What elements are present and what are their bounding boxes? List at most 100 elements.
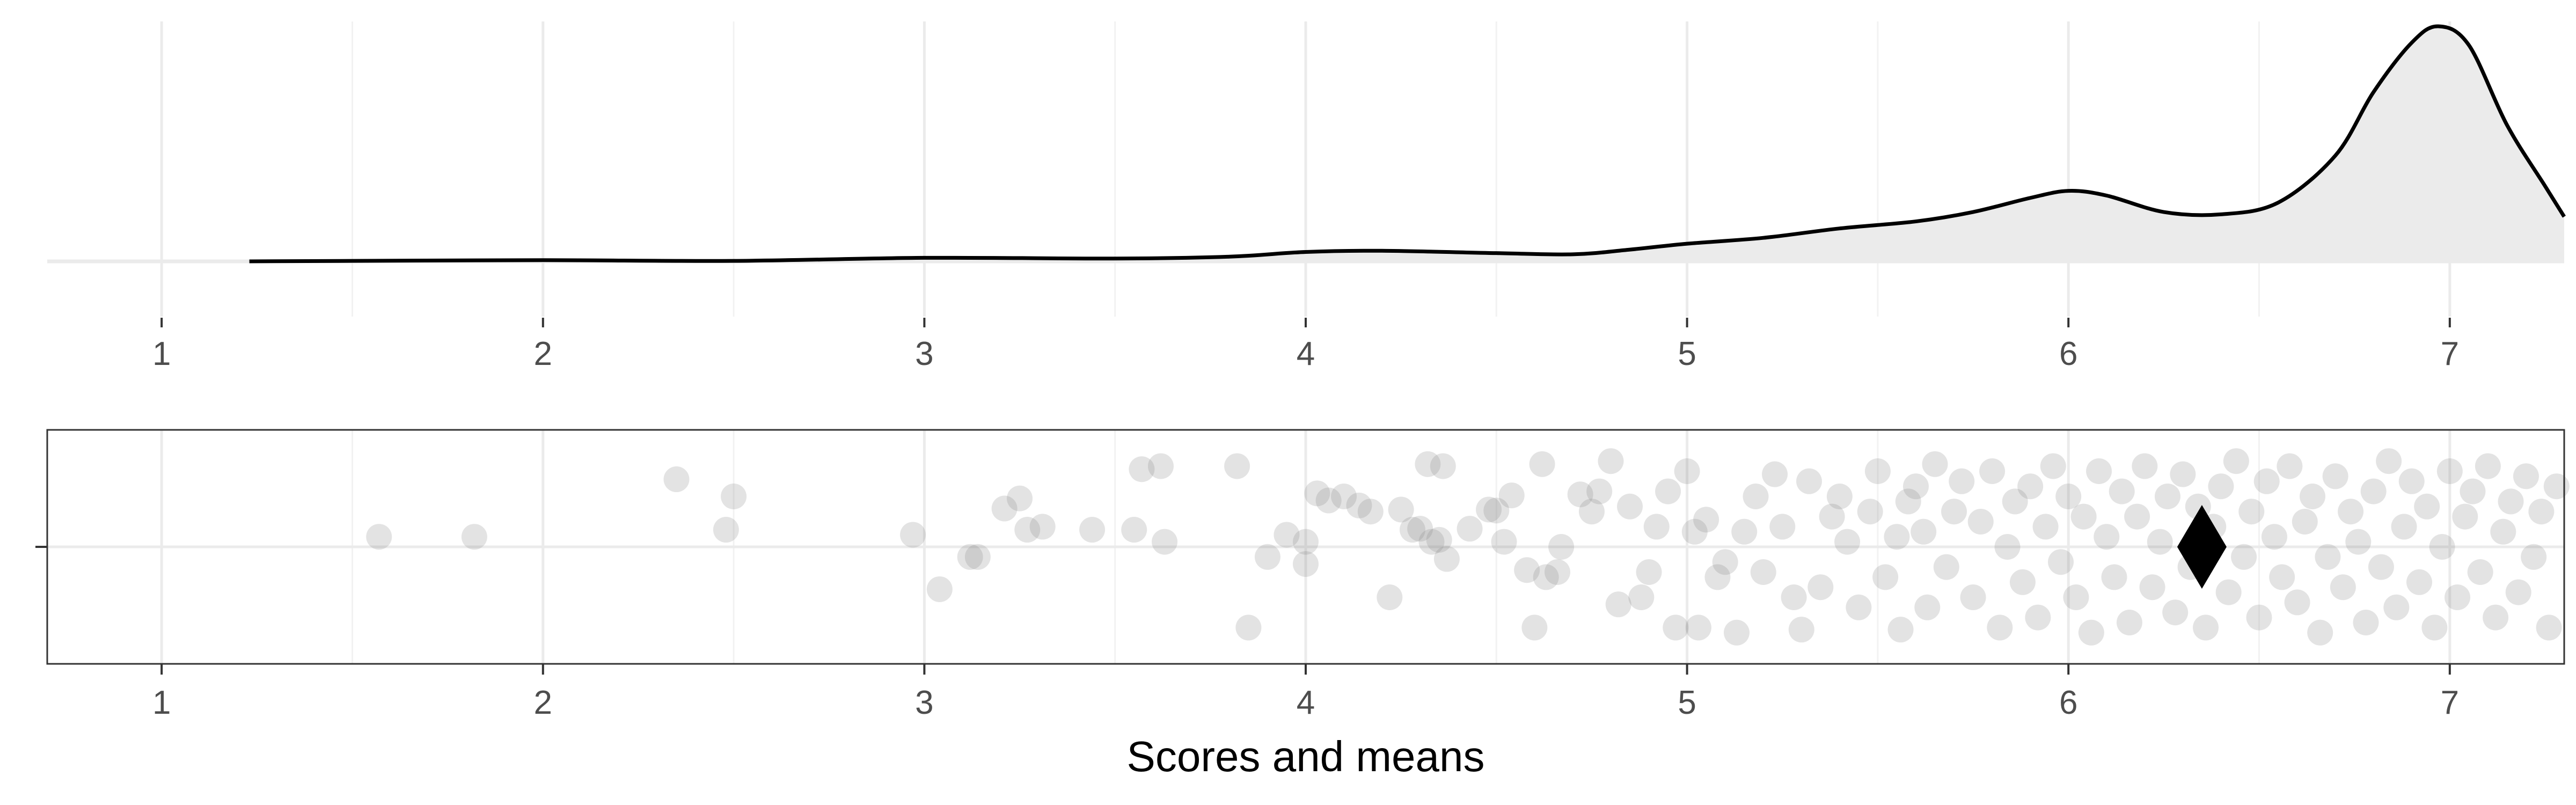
score-point [461,524,487,550]
density-x-tick-label: 6 [2059,335,2077,372]
score-point [926,576,953,602]
score-point [2223,448,2249,474]
score-point [1960,584,1986,610]
score-point [1731,518,1758,545]
score-point [1029,514,1056,540]
score-point [1979,458,2006,484]
score-point [2360,478,2387,504]
score-point [2101,564,2127,590]
mean-diamond [2177,505,2227,589]
scores-x-tick-label: 4 [1297,684,1315,721]
score-point [1769,514,1796,540]
score-point [663,466,690,493]
score-point [2193,614,2219,641]
score-point [1346,492,1372,518]
score-point [2536,614,2562,641]
score-point [1014,517,1041,543]
score-point [2154,484,2180,509]
score-point [2467,559,2493,585]
score-point [1121,517,1147,543]
score-point [1819,503,1845,530]
score-point [1693,507,1719,533]
score-point [1152,529,1178,555]
score-point [1750,559,1776,585]
score-point [2406,569,2432,595]
score-point [1994,534,2021,560]
scores-x-axis: 1 2 3 4 5 6 7 [152,664,2459,721]
score-point [2215,579,2242,605]
score-point [2277,453,2303,479]
score-point [2109,478,2135,504]
score-point [964,544,991,570]
score-point [1846,594,1872,620]
score-point [2490,518,2516,545]
score-point [1643,514,1670,540]
density-x-tick-label: 5 [1678,335,1696,372]
score-point [1293,551,1319,577]
score-point [2436,458,2463,484]
scores-x-tick-label: 7 [2441,684,2459,721]
score-point [2338,499,2364,525]
score-point [1628,584,1655,610]
score-point [1415,451,1441,477]
score-point [721,484,747,509]
score-point [1514,557,1540,583]
score-point [1807,574,1834,601]
score-point [1491,529,1517,555]
score-point [1967,509,1994,535]
score-point [2421,614,2448,641]
density-x-tick-label: 4 [1297,335,1315,372]
score-point [2543,473,2570,500]
score-point [1129,456,1155,482]
score-point [1254,544,1280,570]
score-point [1274,522,1300,548]
score-point [1548,534,1575,560]
score-point [2460,478,2486,504]
score-point [1887,617,1914,643]
score-point [1426,526,1452,553]
score-point [2483,604,2509,631]
score-point [2445,584,2471,610]
score-point [2505,579,2531,605]
score-point [2048,549,2074,575]
score-point [1605,591,1631,618]
score-point [1674,458,1700,484]
score-point [2368,554,2394,580]
score-point [1498,482,1525,509]
score-point [1826,484,1853,509]
scores-gridlines [47,430,2564,664]
score-point [2124,503,2150,530]
score-point [2261,524,2287,550]
score-point [2521,544,2547,570]
score-point [1388,496,1414,523]
score-point [2070,503,2097,530]
density-x-tick-label: 1 [152,335,171,372]
score-point [2002,488,2028,515]
score-point [1922,451,1948,477]
score-point [1872,564,1899,590]
score-point [1617,493,1643,519]
score-point [2063,584,2089,610]
score-point [2284,589,2310,616]
score-point [1483,497,1510,524]
score-point [2513,463,2539,489]
score-point [1949,468,1975,494]
score-point [1147,453,1174,479]
scores-x-tick-label: 5 [1678,684,1696,721]
score-point [2032,514,2059,540]
score-point [1331,484,1357,509]
score-point [2253,468,2280,494]
score-point [1895,488,1921,515]
score-point [2094,524,2120,550]
score-point [1636,559,1662,585]
score-point [2414,493,2440,519]
score-point [2025,604,2051,631]
score-point [991,495,1018,522]
score-point [1007,485,1033,511]
score-point [2452,503,2478,530]
score-point [2498,488,2524,515]
score-point [1911,518,1937,545]
score-point [2231,544,2257,570]
